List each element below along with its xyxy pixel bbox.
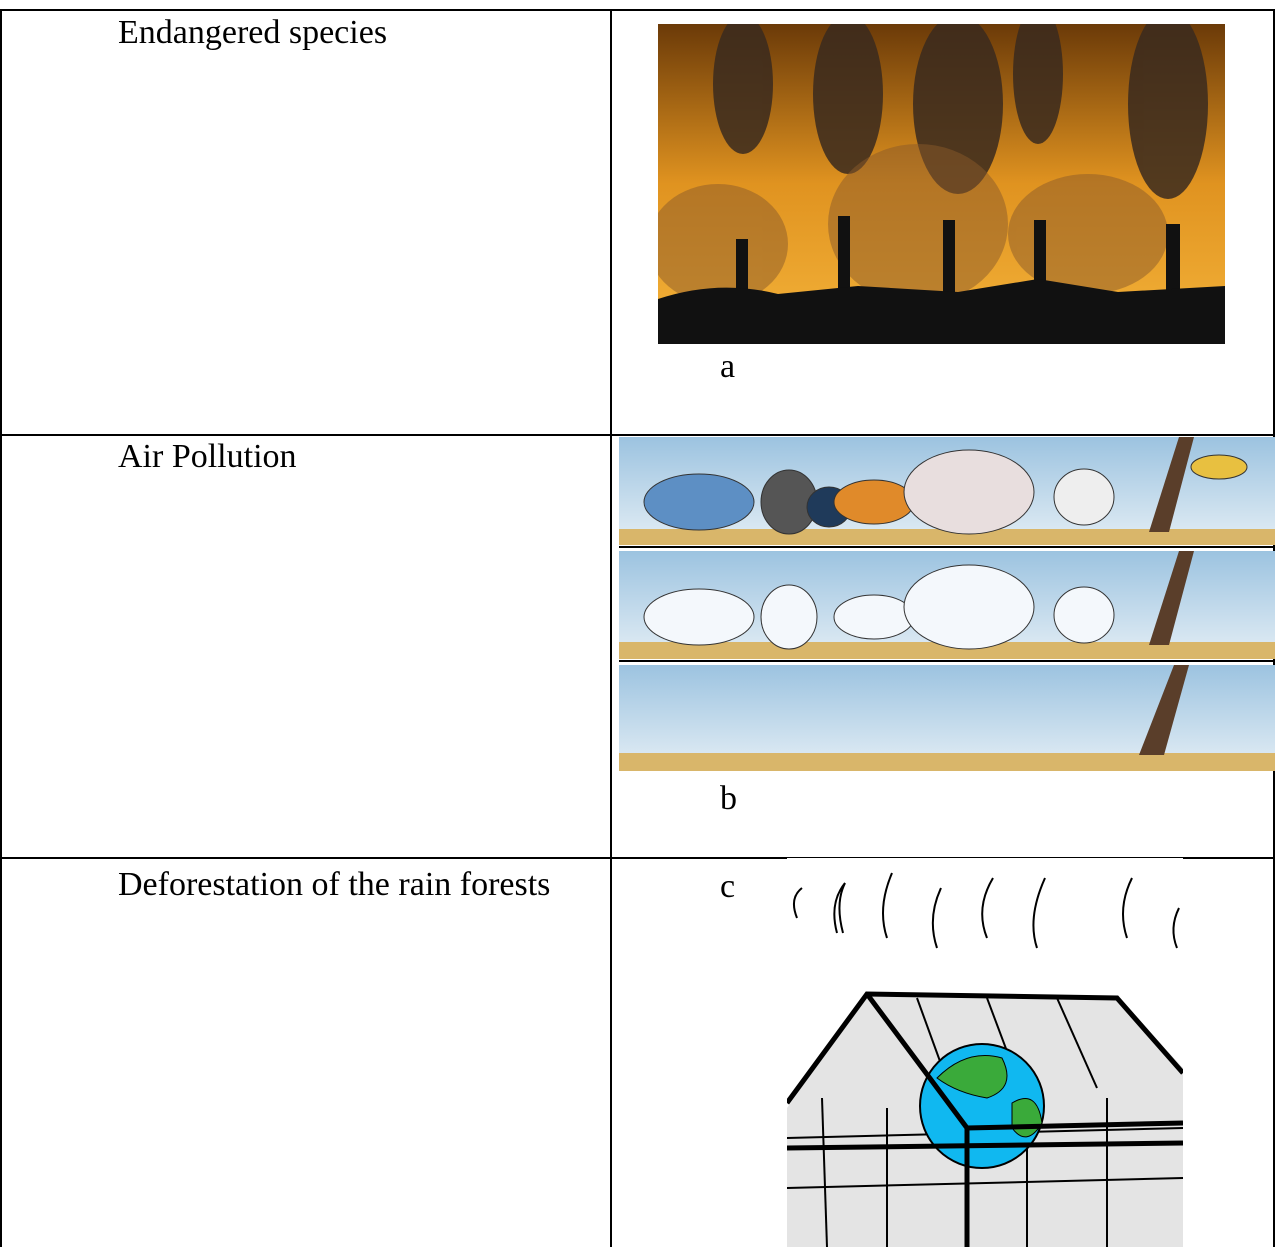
image-label: c [720, 868, 735, 906]
term: Air Pollution [118, 438, 297, 476]
image-label: b [720, 780, 737, 818]
endangered-species-image [619, 437, 1275, 771]
pollution-image [658, 24, 1225, 344]
border-left [0, 9, 2, 1247]
image-label: a [720, 348, 735, 386]
row-divider [0, 434, 1275, 436]
term: Deforestation of the rain forests [118, 866, 550, 904]
page: Endangered species Air Pollution Defores… [0, 0, 1275, 1247]
column-divider [610, 9, 612, 1247]
term: Endangered species [118, 14, 387, 52]
greenhouse-image [787, 858, 1183, 1247]
border-top [0, 9, 1275, 11]
